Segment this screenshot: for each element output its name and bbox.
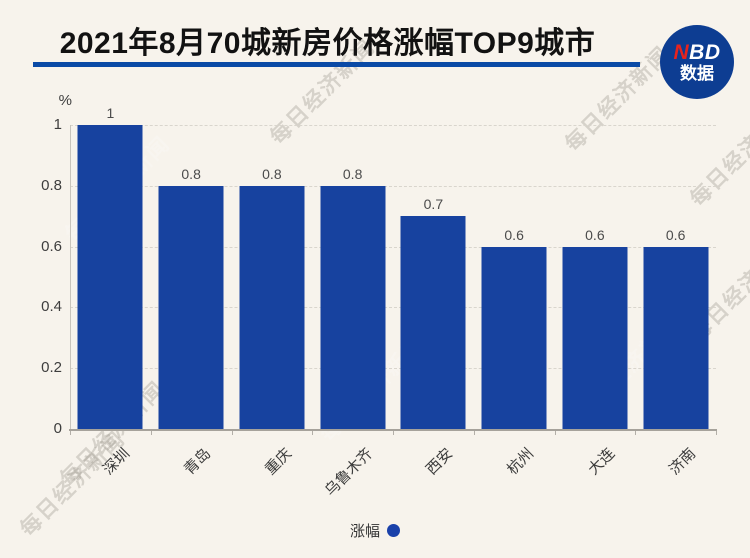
bar-西安[interactable]	[400, 216, 466, 429]
x-label-济南[interactable]: 济南	[665, 445, 699, 479]
bar-深圳[interactable]	[77, 125, 143, 429]
x-label-青岛[interactable]: 青岛	[181, 445, 215, 479]
nbd-logo-text: NBD	[673, 40, 721, 64]
x-label-杭州[interactable]: 杭州	[504, 445, 538, 479]
nbd-data-logo: NBD 数据	[660, 25, 734, 99]
bar-value-label: 0.7	[423, 196, 444, 213]
y-axis-line	[70, 125, 71, 429]
y-tick-label: 0.6	[41, 237, 62, 255]
axis-tick	[150, 429, 152, 435]
y-tick-label: 0	[53, 420, 62, 437]
axis-tick	[393, 429, 394, 435]
bar-slot: 0.8	[232, 125, 313, 429]
bar-slot: 0.8	[312, 125, 393, 429]
bar-大连[interactable]	[562, 246, 628, 429]
y-tick-label: 0.2	[41, 359, 62, 377]
bar-slot: 1	[70, 105, 151, 429]
bar-slot: 0.7	[393, 125, 474, 429]
axis-tick	[635, 429, 637, 435]
bar-杭州[interactable]	[481, 246, 547, 429]
x-label-深圳[interactable]: 深圳	[100, 445, 134, 479]
bar-series: 1 0.8 0.8 0.8 0.7 0.6 0.6 0.6	[70, 105, 716, 429]
bar-slot: 0.6	[474, 125, 555, 429]
axis-tick	[70, 429, 71, 435]
gridline	[70, 307, 716, 309]
bar-济南[interactable]	[643, 246, 709, 429]
gridline	[70, 125, 716, 126]
bar-slot: 0.6	[635, 125, 716, 429]
chart-title: 2021年8月70城新房价格涨幅TOP9城市	[59, 27, 596, 60]
y-tick-label: 1	[53, 116, 62, 133]
bar-青岛[interactable]	[158, 185, 224, 429]
bar-value-label: 1	[106, 105, 115, 121]
bar-value-label: 0.6	[665, 226, 686, 243]
legend-label: 涨幅	[349, 523, 380, 540]
gridline	[70, 368, 716, 370]
y-axis-unit-label: %	[58, 92, 72, 109]
bar-value-label: 0.8	[342, 165, 363, 182]
bar-value-label: 0.8	[181, 165, 201, 182]
axis-tick	[716, 429, 717, 435]
bar-value-label: 0.8	[262, 165, 282, 182]
axis-tick	[231, 429, 233, 435]
axis-tick	[554, 429, 556, 435]
bar-重庆[interactable]	[239, 185, 305, 429]
plot-area: 1 0.8 0.8 0.8 0.7 0.6 0.6 0.6 深圳 青岛 重庆 乌鲁木齐 西安 杭州 大连 济…	[69, 105, 717, 500]
legend-marker-dot	[387, 524, 400, 537]
bar-value-label: 0.6	[504, 226, 524, 243]
bar-value-label: 0.6	[585, 226, 605, 243]
bar-slot: 0.6	[555, 125, 636, 429]
x-axis-line	[69, 429, 717, 431]
gridline	[70, 185, 716, 187]
axis-tick	[473, 429, 475, 435]
bar-乌鲁木齐[interactable]	[320, 185, 386, 429]
bar-slot: 0.8	[151, 125, 232, 429]
nbd-logo-subtext: 数据	[680, 63, 714, 83]
x-label-西安[interactable]: 西安	[423, 445, 457, 479]
y-tick-label: 0.4	[41, 298, 62, 316]
axis-tick	[312, 429, 314, 435]
x-label-乌鲁木齐[interactable]: 乌鲁木齐	[321, 445, 376, 500]
title-divider	[33, 62, 640, 67]
y-tick-label: 0.8	[41, 176, 62, 194]
x-label-重庆[interactable]: 重庆	[261, 445, 296, 479]
legend[interactable]: 涨幅	[0, 520, 750, 541]
gridline	[70, 246, 716, 248]
x-label-大连[interactable]: 大连	[584, 445, 619, 479]
